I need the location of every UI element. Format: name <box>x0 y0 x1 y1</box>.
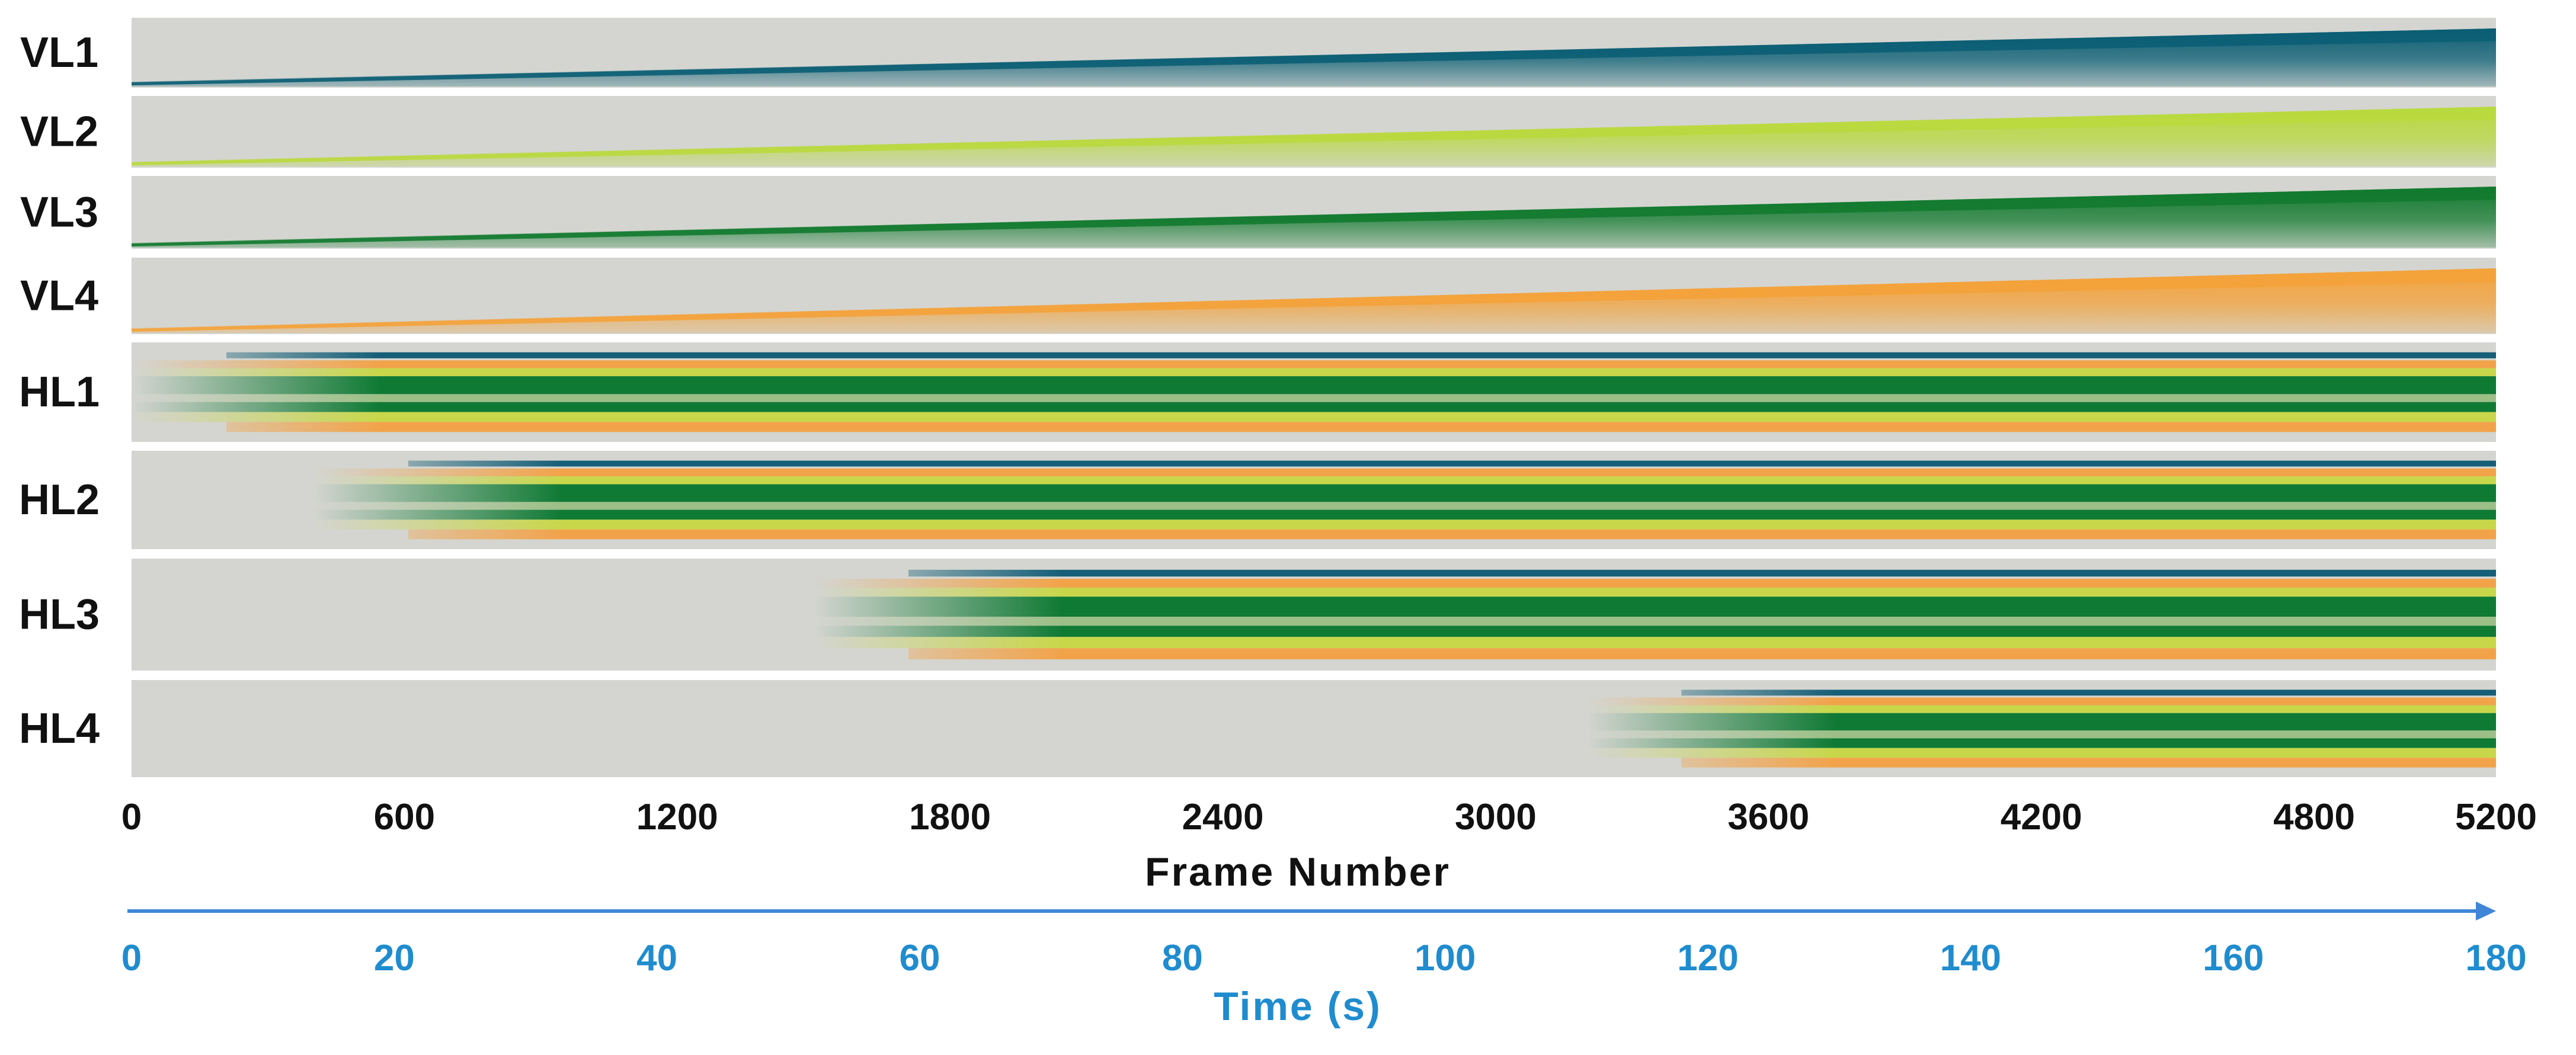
series-stripe <box>908 648 2497 660</box>
series-stripe <box>1586 697 2496 706</box>
series-stripe <box>813 617 2497 626</box>
time-tick-label: 0 <box>121 938 142 979</box>
row-vl4: VL4 <box>20 258 2496 340</box>
frame-axis: 0 600 1200 1800 2400 3000 3600 4200 4800 5200 <box>121 797 2537 838</box>
time-tick-label: 120 <box>1677 938 1738 979</box>
series-stripe <box>313 509 2496 520</box>
frame-tick-label: 1800 <box>909 797 991 838</box>
time-tick-label: 20 <box>374 938 415 979</box>
series-edge-vl3 <box>132 187 2496 246</box>
series-edge-vl4 <box>132 268 2496 332</box>
time-tick-label: 100 <box>1415 938 1476 979</box>
row-hl2: HL2 <box>19 451 2496 555</box>
time-axis-title: Time (s) <box>1214 984 1381 1029</box>
time-tick-label: 80 <box>1162 938 1203 979</box>
frame-tick-label: 3600 <box>1727 797 1809 838</box>
series-stripe <box>313 484 2496 502</box>
time-tick-label: 180 <box>2465 938 2526 979</box>
row-vl1: VL1 <box>20 18 2496 94</box>
frame-tick-label: 600 <box>374 797 435 838</box>
series-stripe <box>226 352 2496 358</box>
series-stripe <box>1681 690 2496 696</box>
frame-tick-label: 4800 <box>2273 797 2355 838</box>
series-stripe <box>132 376 2496 395</box>
time-arrow-head <box>2476 902 2496 921</box>
row-vl2: VL2 <box>20 96 2496 174</box>
row-hl1: HL1 <box>19 342 2496 448</box>
series-stripe <box>1586 738 2496 748</box>
frame-tick-label: 0 <box>121 797 142 838</box>
time-tick-label: 140 <box>1940 938 2001 979</box>
series-stripe <box>1681 758 2496 768</box>
series-stripe <box>813 626 2497 637</box>
row-hl3: HL3 <box>19 559 2497 676</box>
series-stripe <box>132 394 2496 402</box>
series-stripe <box>1586 748 2496 758</box>
series-stripe <box>813 637 2497 649</box>
series-stripe <box>813 579 2497 588</box>
frame-tick-label: 3000 <box>1455 797 1537 838</box>
row-label: HL1 <box>19 368 100 416</box>
frame-tick-label: 5200 <box>2455 797 2537 838</box>
time-axis: 0 20 40 60 80 100 120 140 160 180 <box>121 902 2527 979</box>
time-tick-label: 60 <box>900 938 940 979</box>
series-stripe <box>132 360 2496 368</box>
rows-layer: VL1 VL2 VL3 VL4 HL1 HL2 HL3 HL4 <box>19 18 2497 783</box>
frame-tick-label: 4200 <box>2001 797 2082 838</box>
series-stripe <box>1586 705 2496 713</box>
series-stripe <box>408 529 2496 540</box>
series-stripe <box>132 368 2496 377</box>
row-label: HL3 <box>19 591 100 639</box>
row-label: VL2 <box>20 108 98 156</box>
row-label: HL4 <box>19 705 100 752</box>
row-vl3: VL3 <box>20 176 2496 255</box>
row-hl4: HL4 <box>19 680 2496 783</box>
row-label: VL4 <box>20 272 98 320</box>
series-stripe <box>908 569 2497 577</box>
series-stripe <box>1586 730 2496 739</box>
series-stripe <box>226 422 2496 432</box>
series-stripe <box>813 597 2497 617</box>
frame-tick-label: 1200 <box>636 797 718 838</box>
series-stripe <box>132 402 2496 412</box>
series-stripe <box>1586 713 2496 731</box>
series-stripe <box>313 468 2496 477</box>
series-edge-vl1 <box>132 28 2496 85</box>
row-label: VL3 <box>20 189 98 236</box>
series-stripe <box>313 502 2496 510</box>
row-label: HL2 <box>19 476 100 524</box>
row-label: VL1 <box>20 29 98 76</box>
time-tick-label: 160 <box>2203 938 2264 979</box>
series-stripe <box>313 476 2496 485</box>
series-stripe <box>313 520 2496 530</box>
series-stripe <box>132 412 2496 422</box>
frame-axis-title: Frame Number <box>1145 849 1451 894</box>
time-tick-label: 40 <box>636 938 677 979</box>
series-stripe <box>408 460 2496 467</box>
frame-tick-label: 2400 <box>1182 797 1264 838</box>
series-stripe <box>813 588 2497 597</box>
series-edge-vl2 <box>132 107 2496 165</box>
